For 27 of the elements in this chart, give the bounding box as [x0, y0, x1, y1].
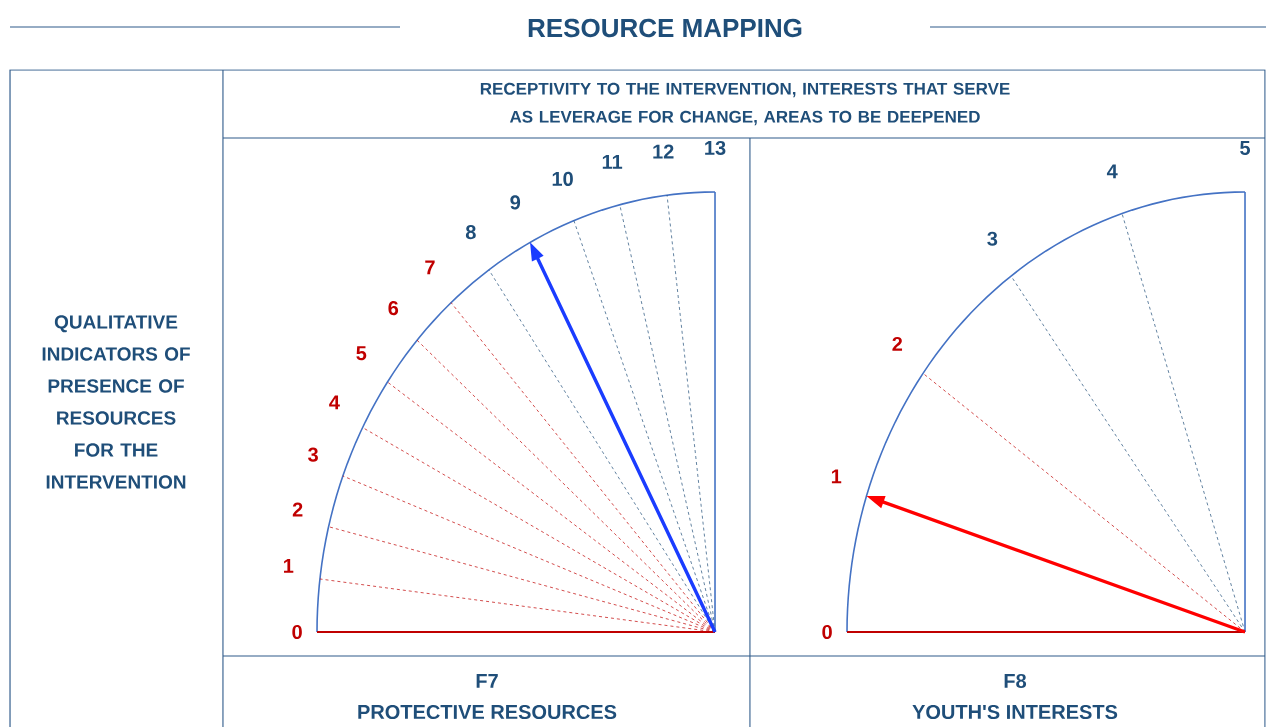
- category-label: 13: [705, 140, 726, 156]
- category-label: 12: [653, 144, 674, 159]
- text: QUALITATIVE INDICATORS OF PRESENCE OF RESOURCES FOR THE INTERVENTION: [42, 315, 190, 489]
- text: YOUTH'S INTERESTS: [912, 704, 1118, 720]
- data-label: 9: [510, 195, 521, 210]
- category-label: 1: [284, 559, 294, 573]
- category-label: 11: [602, 154, 623, 169]
- category-label: 3: [308, 447, 318, 462]
- category-label: 10: [552, 171, 573, 186]
- category-label: 3: [987, 231, 998, 246]
- text: F8: [1004, 673, 1027, 689]
- data-label: 1: [831, 469, 842, 484]
- category-label: 0: [822, 624, 832, 640]
- text: RESOURCE MAPPING: [528, 18, 802, 38]
- category-label: 2: [892, 336, 903, 351]
- category-label: 8: [465, 225, 476, 240]
- category-label: 6: [388, 300, 399, 316]
- text: F7: [476, 674, 498, 688]
- category-label: 7: [425, 260, 435, 275]
- category-label: 2: [292, 502, 303, 517]
- category-label: 4: [329, 395, 340, 410]
- category-label: 0: [292, 624, 302, 640]
- category-label: 4: [1106, 164, 1118, 179]
- category-label: 5: [356, 346, 367, 361]
- text: PROTECTIVE RESOURCES: [358, 704, 617, 720]
- category-label: 5: [1240, 141, 1251, 155]
- text: RECEPTIVITY TO THE INTERVENTION, INTERESTS THAT SERVE AS LEVERAGE FOR CHANGE, AREAS TO BE DEEPENED: [480, 82, 1010, 126]
